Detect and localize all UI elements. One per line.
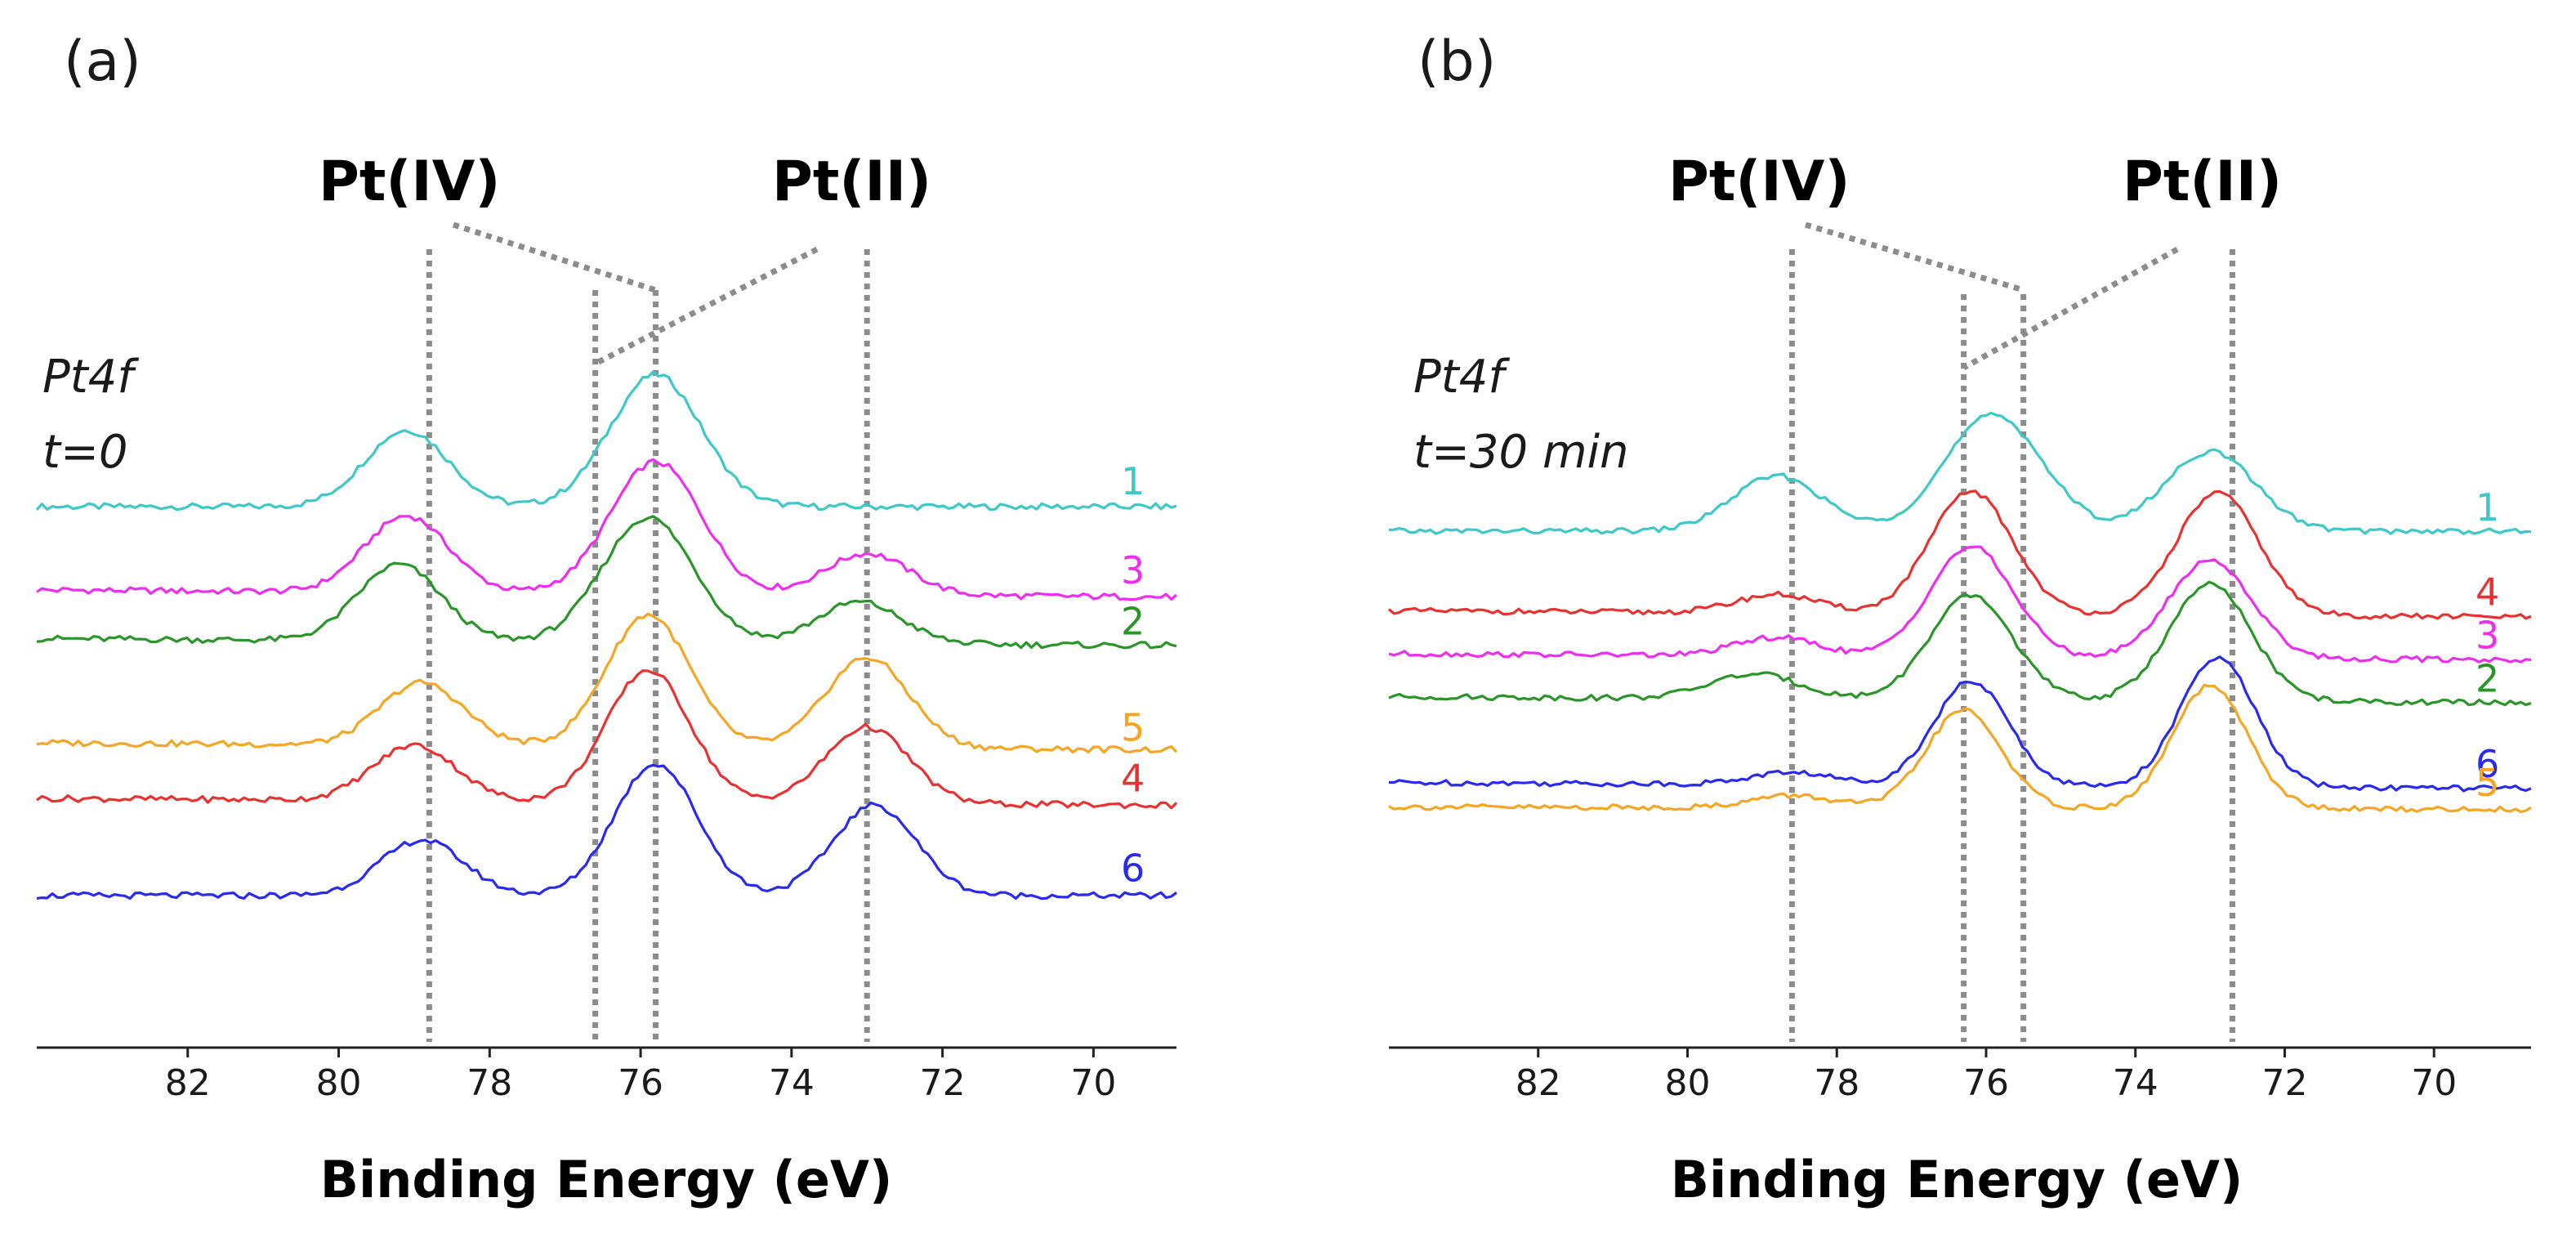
trace-label-3: 3 <box>1121 548 1145 592</box>
x-tick-label: 70 <box>1070 1062 1116 1104</box>
trace-5 <box>1388 683 2532 814</box>
pt-ii-connector <box>594 246 819 367</box>
trace-6 <box>1389 655 2532 793</box>
pt-iv-connector <box>1804 221 2025 293</box>
trace-6 <box>36 763 1177 901</box>
panel-a-label: (a) <box>64 29 141 94</box>
trace-3 <box>36 458 1178 601</box>
trace-label-4: 4 <box>1121 756 1145 800</box>
panel-b-traces <box>1387 411 2532 814</box>
trace-2 <box>1388 580 2532 707</box>
trace-label-1: 1 <box>1121 459 1145 503</box>
trace-1 <box>35 370 1177 512</box>
x-tick-label: 72 <box>920 1062 966 1104</box>
panel-a-pt-ii-label: Pt(II) <box>772 150 931 214</box>
panel-b-label: (b) <box>1417 29 1496 94</box>
panel-a-traces <box>35 370 1178 901</box>
x-tick-label: 78 <box>1814 1062 1859 1104</box>
trace-4 <box>36 669 1178 810</box>
trace-label-3: 3 <box>2476 614 2499 658</box>
trace-3 <box>1388 545 2532 664</box>
panel-b-guide-lines <box>1788 221 2236 1042</box>
x-tick-label: 70 <box>2411 1062 2457 1104</box>
trace-label-6: 6 <box>2476 742 2499 786</box>
panel-a-sample-line1: Pt4f <box>42 351 139 404</box>
x-tick-label: 82 <box>165 1062 211 1104</box>
x-tick-label: 74 <box>2113 1062 2159 1104</box>
x-tick-label: 82 <box>1516 1062 1561 1104</box>
trace-label-2: 2 <box>1121 600 1145 644</box>
x-tick-label: 72 <box>2261 1062 2307 1104</box>
pt-ii-connector <box>1962 246 2179 371</box>
trace-label-6: 6 <box>1121 846 1145 890</box>
panel-a: (a) Pt(IV) Pt(II) Pt4f t=0 1 3 2 5 4 6 82 80 78… <box>35 29 1178 1209</box>
trace-label-1: 1 <box>2476 485 2499 530</box>
x-tick-label: 80 <box>316 1062 362 1104</box>
panel-b-trace-labels: 1 432 65 <box>2476 485 2499 805</box>
panel-b-pt-ii-label: Pt(II) <box>2123 150 2282 214</box>
panel-b-sample-line2: t=30 min <box>1413 426 1629 479</box>
panel-b-x-ticks: 82 80 78 76 74 72 70 <box>1516 1048 2457 1104</box>
trace-2 <box>36 515 1177 650</box>
trace-label-2: 2 <box>2476 657 2499 701</box>
trace-label-5: 5 <box>1121 705 1145 749</box>
x-tick-label: 74 <box>769 1062 815 1104</box>
panel-a-trace-labels: 1 3 2 5 4 6 <box>1121 459 1145 890</box>
panel-a-x-ticks: 82 80 78 76 74 72 70 <box>165 1048 1116 1104</box>
panel-b: (b) Pt(IV) Pt(II) Pt4f t=30 min 1 432 65 8… <box>1387 29 2532 1209</box>
x-tick-label: 76 <box>1963 1062 2009 1104</box>
trace-5 <box>36 612 1178 754</box>
pt-iv-connector <box>452 221 657 293</box>
panel-a-sample-line2: t=0 <box>42 426 128 479</box>
panel-a-x-axis-title: Binding Energy (eV) <box>320 1150 893 1209</box>
trace-label-5: 5 <box>2476 761 2499 805</box>
panel-a-pt-iv-label: Pt(IV) <box>319 150 500 214</box>
x-tick-label: 80 <box>1664 1062 1710 1104</box>
panel-a-guide-lines <box>426 221 870 1042</box>
trace-1 <box>1388 411 2532 535</box>
trace-label-4: 4 <box>2476 570 2499 614</box>
panel-b-x-axis-title: Binding Energy (eV) <box>1671 1150 2243 1209</box>
panel-b-pt-iv-label: Pt(IV) <box>1668 150 1850 214</box>
trace-4 <box>1387 489 2532 620</box>
panel-b-sample-line1: Pt4f <box>1413 351 1510 404</box>
x-tick-label: 76 <box>618 1062 663 1104</box>
x-tick-label: 78 <box>467 1062 512 1104</box>
